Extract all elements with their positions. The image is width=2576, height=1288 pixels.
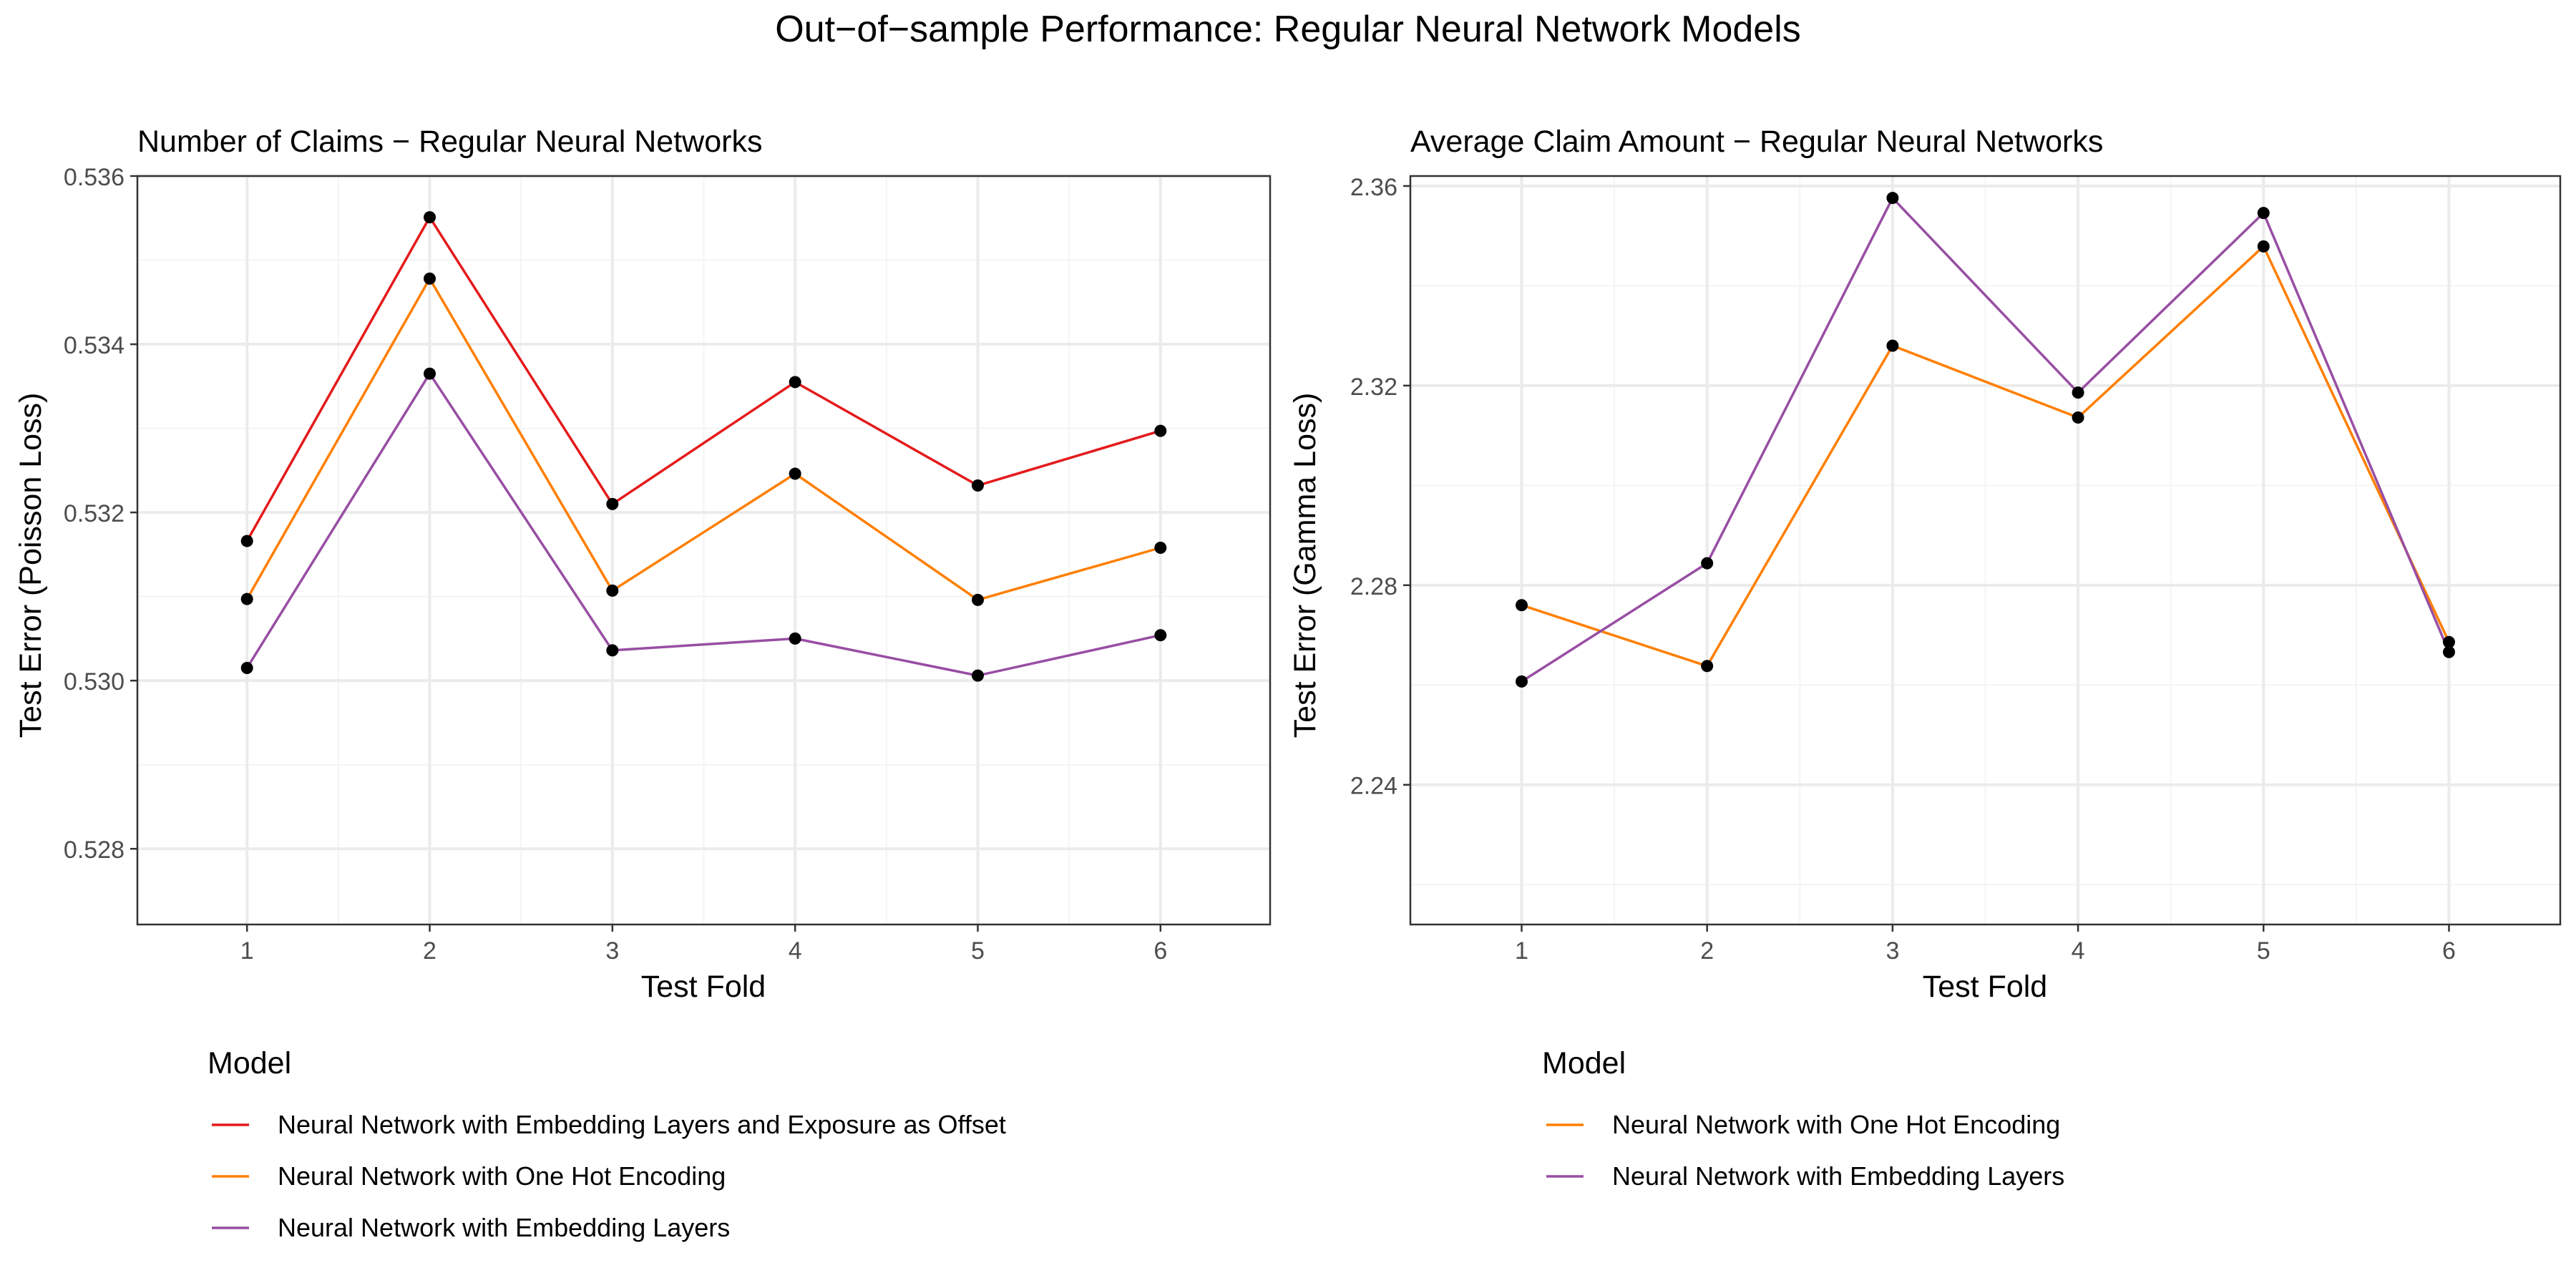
data-point [789, 376, 801, 389]
panel-number-of-claims: Number of Claims − Regular Neural Networ… [14, 125, 1272, 1242]
y-axis-label: Test Error (Gamma Loss) [1288, 393, 1322, 738]
data-point [2072, 386, 2084, 399]
data-point [1154, 629, 1167, 642]
data-point [240, 662, 253, 675]
series-line [245, 215, 1161, 542]
series-line [1521, 196, 2451, 683]
x-axis-label: Test Fold [1923, 970, 2047, 1004]
legend: Model Neural Network with One Hot Encodin… [1542, 1046, 2064, 1191]
data-point [1516, 599, 1528, 612]
figure-title: Out−of−sample Performance: Regular Neura… [775, 9, 1801, 50]
panel-title: Number of Claims − Regular Neural Networ… [137, 125, 762, 159]
x-tick-label: 3 [1885, 937, 1899, 965]
series-line [245, 277, 1161, 602]
y-tick-label: 0.534 [64, 332, 125, 359]
y-tick-label: 2.24 [1350, 773, 1397, 800]
legend-label: Neural Network with Embedding Layers [1612, 1161, 2064, 1191]
data-point [606, 644, 619, 657]
panel-title: Average Claim Amount − Regular Neural Ne… [1410, 125, 2103, 159]
y-tick-label: 0.532 [64, 500, 125, 527]
data-point [1886, 339, 1899, 352]
plot-border [136, 175, 1272, 926]
y-tick-label: 0.528 [64, 836, 125, 864]
data-point [1886, 192, 1899, 205]
data-point [2257, 240, 2270, 253]
panel-average-claim-amount: Average Claim Amount − Regular Neural Ne… [1288, 125, 2562, 1191]
x-axis-label: Test Fold [641, 970, 766, 1004]
y-axis-label: Test Error (Poisson Loss) [14, 393, 48, 738]
x-tick-label: 2 [1700, 937, 1714, 965]
y-tick-label: 2.32 [1350, 374, 1397, 401]
x-tick-label: 4 [2072, 937, 2085, 965]
data-point [1154, 541, 1167, 554]
x-tick-label: 2 [423, 937, 436, 965]
data-point [1701, 557, 1714, 570]
x-tick-label: 5 [2257, 937, 2270, 965]
legend-title: Model [208, 1046, 291, 1080]
data-point [971, 669, 984, 682]
x-tick-label: 6 [2442, 937, 2456, 965]
x-tick-label: 4 [789, 937, 802, 965]
y-tick-label: 0.530 [64, 668, 125, 696]
data-point [424, 367, 436, 380]
y-tick-label: 2.28 [1350, 573, 1397, 600]
data-point [789, 467, 801, 480]
legend: Model Neural Network with Embedding Layer… [208, 1046, 1006, 1242]
y-tick-label: 0.536 [64, 164, 125, 191]
data-point [2257, 207, 2270, 220]
data-point [606, 584, 619, 597]
data-point [971, 479, 984, 492]
series-line [245, 372, 1161, 677]
y-tick-label: 2.36 [1350, 174, 1397, 201]
legend-label: Neural Network with Embedding Layers [278, 1213, 730, 1242]
x-tick-label: 1 [1515, 937, 1528, 965]
data-point [2442, 645, 2455, 658]
data-point [1154, 424, 1167, 437]
data-point [240, 592, 253, 605]
data-point [1701, 660, 1714, 673]
legend-title: Model [1542, 1046, 1626, 1080]
legend-label: Neural Network with One Hot Encoding [278, 1161, 726, 1191]
legend-label: Neural Network with One Hot Encoding [1612, 1110, 2060, 1139]
x-tick-label: 6 [1153, 937, 1167, 965]
series-line [1521, 245, 2451, 668]
data-point [424, 211, 436, 224]
data-point [2442, 635, 2455, 648]
legend-label: Neural Network with Embedding Layers and… [278, 1110, 1006, 1139]
plot-border [1409, 175, 2562, 926]
data-point [240, 535, 253, 547]
data-point [606, 497, 619, 510]
data-point [2072, 411, 2084, 424]
data-point [1516, 675, 1528, 688]
x-tick-label: 5 [971, 937, 985, 965]
x-tick-label: 3 [605, 937, 619, 965]
data-point [971, 593, 984, 606]
x-tick-label: 1 [240, 937, 254, 965]
data-point [789, 632, 801, 645]
data-point [424, 272, 436, 285]
